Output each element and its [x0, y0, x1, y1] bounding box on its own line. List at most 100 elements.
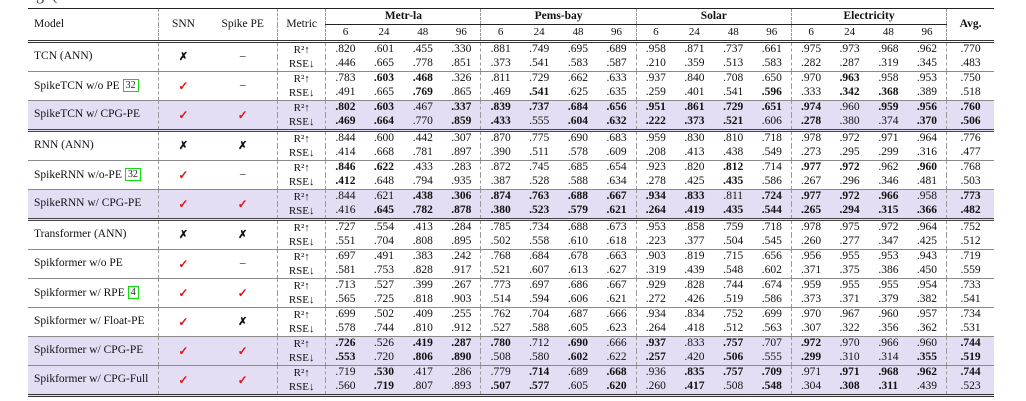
- value-cell: .794: [412, 175, 433, 188]
- value-cell: .551: [325, 235, 365, 250]
- value-cell: .718: [752, 129, 792, 146]
- value-cell: .544: [752, 204, 792, 220]
- value-cell: .708: [713, 71, 753, 86]
- value-cell: .554: [364, 218, 404, 235]
- table-row: Spikformer w/ CPG-PE ✓ ✓ R²↑ .726.526.419.28…: [28, 336, 994, 366]
- value-cell: .937: [635, 71, 676, 86]
- value-cell: .749: [529, 43, 550, 56]
- value-cell: .713: [325, 278, 365, 293]
- value-cell: .601: [373, 43, 395, 56]
- value-cell: .958: [635, 41, 676, 57]
- value-cell: .578: [567, 146, 589, 159]
- model-name: SpikeRNN w/o-PE: [34, 168, 122, 181]
- metric-label: R²↑: [277, 249, 326, 264]
- table-row: RSE↓ .414 .668 .781 .897 .390 .511 .578 .609 .208…: [28, 146, 994, 161]
- model-name: SpikeRNN w/ CPG-PE: [34, 197, 142, 210]
- value-cell: .956: [907, 100, 947, 115]
- value-cell: .773: [480, 278, 520, 293]
- value-cell: .781: [412, 146, 433, 159]
- value-cell: .759: [713, 218, 753, 235]
- value-cell: .418: [684, 322, 705, 335]
- value-cell: .469: [325, 115, 365, 131]
- value-cell: .897: [451, 146, 472, 159]
- snn-flag-cell-check-icon: ✓: [157, 249, 209, 279]
- value-cell: .586: [761, 293, 782, 306]
- metric-label: R²↑: [277, 189, 326, 204]
- value-cell: .662: [558, 71, 598, 86]
- value-cell: .359: [684, 57, 705, 70]
- value-cell: .545: [761, 235, 782, 248]
- avg-value-cell: .518: [946, 86, 994, 101]
- value-cell: .769: [412, 86, 433, 99]
- value-cell: .972: [830, 189, 870, 204]
- value-cell: .373: [480, 57, 520, 72]
- table-row: SpikeRNN w/ CPG-PE ✓ ✓ R²↑ .844.621.438.306.…: [28, 189, 994, 220]
- value-cell: .287: [442, 336, 481, 351]
- value-cell: .833: [675, 189, 714, 204]
- value-cell: .530: [364, 365, 404, 380]
- value-cell: .666: [597, 336, 637, 351]
- value-cell: .978: [790, 129, 831, 146]
- value-cell: .264: [635, 322, 676, 337]
- table-header: Model SNN Spike PE Metric Metr-la Pems-bay Sol…: [28, 8, 994, 43]
- value-cell: .362: [916, 322, 938, 335]
- value-cell: .953: [907, 71, 947, 86]
- avg-value-cell: .523: [946, 380, 994, 396]
- value-cell: .286: [442, 365, 481, 380]
- value-cell: .840: [675, 71, 714, 86]
- value-cell: .222: [635, 115, 676, 131]
- value-cell: .650: [752, 71, 792, 86]
- avg-value-cell: .512: [946, 235, 994, 250]
- table-row: RSE↓ .416.645.782.878.380.523.579.621.264…: [28, 204, 994, 220]
- value-cell: .958: [869, 71, 908, 86]
- value-cell: .725: [373, 293, 395, 306]
- value-cell: .284: [442, 218, 481, 235]
- horizon-tick: 24: [830, 24, 870, 43]
- dataset-group-header: Metr-la: [325, 8, 481, 25]
- spike-pe-flag-cell-cross-icon: ✗: [208, 218, 278, 250]
- value-cell: .425: [684, 175, 705, 188]
- spike-pe-flag-cell-check-icon: ✓: [208, 336, 278, 366]
- horizon-tick: 96: [597, 24, 637, 43]
- value-cell: .319: [878, 57, 899, 70]
- metric-label: R²↑: [277, 307, 326, 322]
- value-cell: .729: [519, 71, 559, 86]
- value-cell: .972: [869, 218, 908, 235]
- avg-value-cell: .503: [946, 175, 994, 190]
- horizon-tick: 96: [442, 24, 481, 43]
- value-cell: .734: [519, 218, 559, 235]
- value-cell: .541: [529, 86, 550, 99]
- value-cell: .709: [752, 365, 792, 380]
- value-cell: .605: [558, 380, 598, 396]
- value-cell: .666: [597, 307, 637, 322]
- value-cell: .370: [907, 115, 947, 131]
- table-row: Spikformer w/o PE ✓ – R²↑ .697.491.383.242.7…: [28, 249, 994, 279]
- value-cell: .937: [635, 336, 676, 351]
- value-cell: .811: [480, 71, 520, 86]
- snn-flag-cell-check-icon: ✓: [157, 336, 209, 366]
- value-cell: .287: [839, 57, 860, 70]
- value-cell: .260: [790, 235, 831, 250]
- value-cell: .446: [325, 57, 365, 72]
- table-row: Spikformer w/ Float-PE ✓ ✗ R²↑ .699.502.409.…: [28, 307, 994, 337]
- value-cell: .665: [373, 57, 395, 70]
- value-cell: .962: [916, 43, 938, 56]
- value-cell: .635: [606, 86, 627, 99]
- value-cell: .580: [519, 351, 559, 366]
- value-cell: .307: [790, 322, 831, 337]
- avg-value-cell: .733: [946, 278, 994, 293]
- value-cell: .811: [713, 189, 753, 204]
- value-cell: .807: [403, 380, 443, 396]
- avg-value-cell: .776: [946, 129, 994, 146]
- value-cell: .962: [907, 365, 947, 380]
- model-name-cell: TCN (ANN): [28, 42, 158, 72]
- value-cell: .663: [597, 249, 637, 264]
- value-cell: .699: [752, 307, 792, 322]
- value-cell: .330: [451, 43, 472, 56]
- value-cell: .306: [442, 189, 481, 204]
- value-cell: .953: [635, 218, 676, 235]
- value-cell: .621: [364, 189, 404, 204]
- value-cell: .605: [567, 322, 589, 335]
- value-cell: .667: [597, 278, 637, 293]
- value-cell: .955: [830, 278, 870, 293]
